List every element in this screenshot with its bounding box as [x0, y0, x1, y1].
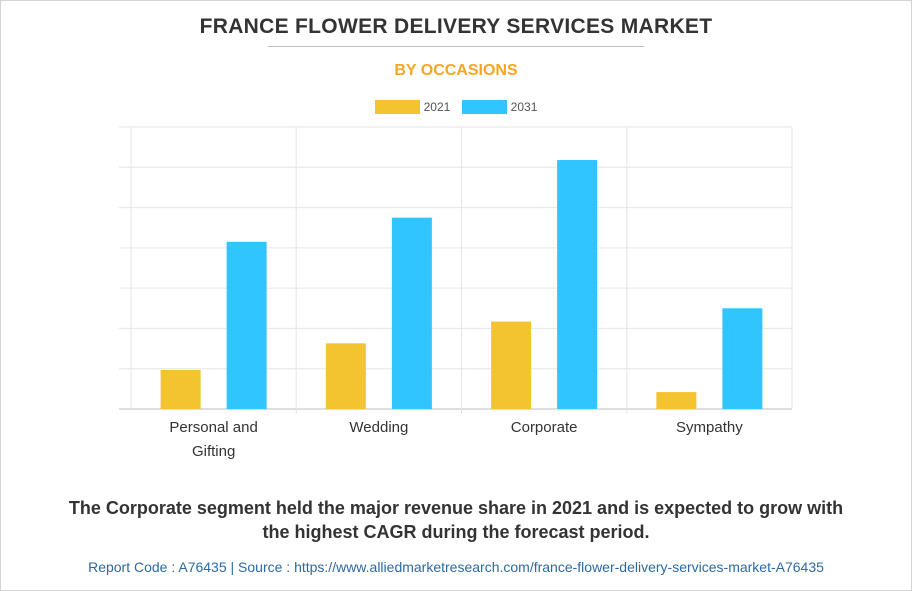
- x-tick-label: Corporate: [511, 419, 578, 436]
- caption-line-2: the highest CAGR during the forecast per…: [262, 522, 650, 542]
- x-tick-label-line: Wedding: [349, 419, 408, 436]
- bar-2021-2: [491, 321, 532, 409]
- x-tick-label: Personal and Gifting: [169, 419, 257, 460]
- x-tick-label-line: Gifting: [192, 443, 235, 460]
- x-tick-label-line: Corporate: [511, 419, 578, 436]
- legend-item-2031[interactable]: 2031: [461, 99, 538, 115]
- legend-label-2021: 2021: [423, 100, 451, 115]
- caption-line-1: The Corporate segment held the major rev…: [68, 498, 844, 518]
- source-footer[interactable]: Report Code : A76435 | Source : https://…: [88, 559, 824, 575]
- x-tick-label: Wedding: [349, 419, 408, 436]
- bar-2031-3: [722, 308, 763, 409]
- bar-2031-0: [226, 241, 267, 409]
- chart-caption: The Corporate segment held the major rev…: [0, 496, 912, 544]
- x-tick-label-line: Personal and: [169, 419, 257, 436]
- legend-item-2021[interactable]: 2021: [374, 99, 451, 115]
- chart-legend: 2021 2031: [0, 99, 912, 115]
- bar-2021-0: [160, 369, 201, 409]
- chart-title: FRANCE FLOWER DELIVERY SERVICES MARKET: [199, 15, 713, 38]
- title-divider: [268, 46, 644, 47]
- x-tick-label-line: Sympathy: [676, 419, 743, 436]
- bar-2021-1: [325, 343, 366, 409]
- bar-2021-3: [656, 392, 697, 409]
- legend-swatch-2021: [374, 100, 420, 115]
- legend-label-2031: 2031: [510, 100, 538, 115]
- legend-swatch-2031: [461, 100, 507, 115]
- bar-2031-2: [557, 160, 598, 409]
- bar-2031-1: [391, 217, 432, 409]
- x-tick-label: Sympathy: [676, 419, 743, 436]
- bar-chart: Personal and Gifting Wedding Corporate Sympa…: [119, 126, 793, 460]
- chart-subtitle: BY OCCASIONS: [394, 62, 518, 79]
